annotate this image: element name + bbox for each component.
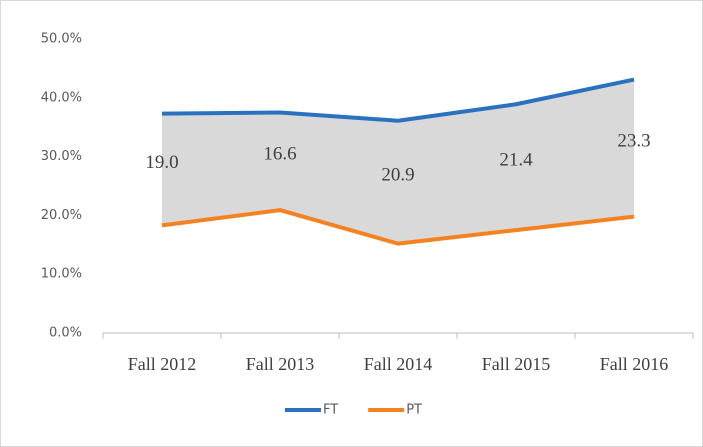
x-tick-label: Fall 2016: [600, 354, 669, 374]
gap-label: 19.0: [145, 152, 178, 173]
y-tick-label: 40.0%: [41, 90, 82, 105]
x-tick-label: Fall 2015: [482, 354, 551, 374]
line-series: [161, 77, 635, 123]
y-tick-label: 10.0%: [41, 267, 82, 282]
gap-label: 16.6: [263, 144, 296, 165]
line-series: [161, 208, 635, 246]
gap-area: [162, 79, 634, 244]
x-tick-label: Fall 2013: [246, 354, 315, 374]
gap-label: 23.3: [617, 130, 650, 151]
y-tick-label: 50.0%: [41, 32, 82, 47]
legend-label: FT: [323, 403, 338, 418]
y-tick-label: 30.0%: [41, 149, 82, 164]
gap-label: 20.9: [381, 165, 414, 186]
x-tick-label: Fall 2014: [364, 354, 433, 374]
gap-label: 21.4: [499, 150, 533, 171]
x-tick-label: Fall 2012: [128, 354, 197, 374]
legend-label: PT: [406, 403, 422, 418]
y-tick-label: 20.0%: [41, 208, 82, 223]
y-tick-label: 0.0%: [49, 326, 82, 341]
